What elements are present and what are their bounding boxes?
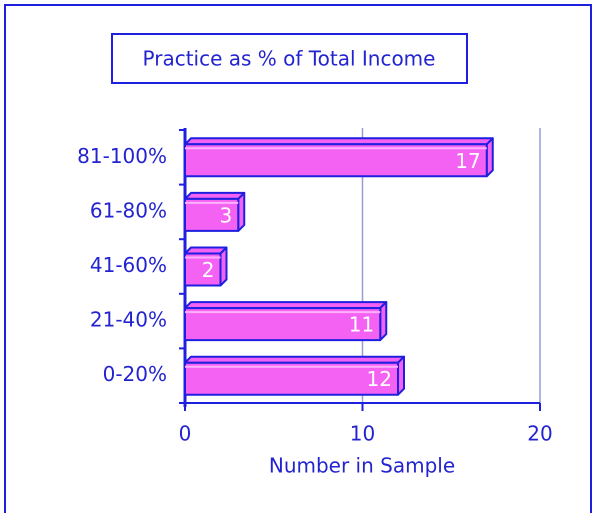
bar-front [184, 307, 382, 342]
bar [184, 137, 494, 178]
bar-front [184, 197, 240, 232]
value-label: 12 [367, 367, 392, 391]
bar [184, 301, 388, 342]
y-tick-label: 61-80% [90, 198, 167, 222]
frame [4, 4, 592, 513]
bar-front [184, 143, 488, 178]
bar-front [184, 252, 222, 287]
value-label: 2 [202, 258, 215, 282]
title-box [111, 33, 468, 84]
bar [184, 191, 246, 232]
bar-front [184, 361, 399, 396]
value-label: 17 [455, 149, 480, 173]
y-tick-label: 21-40% [90, 308, 167, 332]
y-tick-label: 81-100% [77, 144, 167, 168]
chart-title: Practice as % of Total Income [143, 47, 436, 71]
x-tick-label: 0 [179, 422, 192, 446]
y-tick-label: 0-20% [103, 362, 167, 386]
x-tick-label: 10 [350, 422, 375, 446]
x-tick-label: 20 [527, 422, 552, 446]
y-tick-label: 41-60% [90, 253, 167, 277]
x-axis-label: Number in Sample [269, 454, 455, 478]
bar [184, 355, 405, 396]
value-label: 3 [220, 203, 233, 227]
value-label: 11 [349, 313, 374, 337]
bar [184, 246, 228, 287]
